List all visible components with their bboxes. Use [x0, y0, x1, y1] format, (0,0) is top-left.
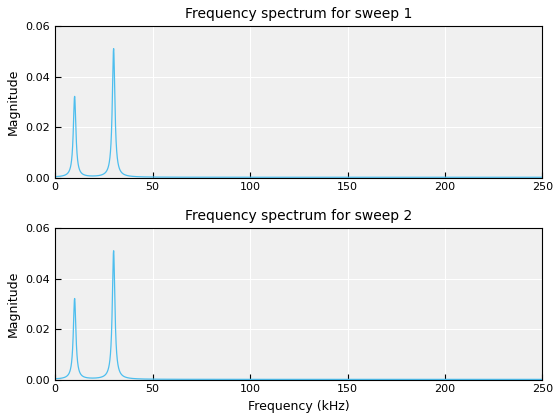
X-axis label: Frequency (kHz): Frequency (kHz)	[248, 400, 349, 413]
Title: Frequency spectrum for sweep 1: Frequency spectrum for sweep 1	[185, 7, 413, 21]
Y-axis label: Magnitude: Magnitude	[7, 271, 20, 337]
Y-axis label: Magnitude: Magnitude	[7, 69, 20, 135]
Title: Frequency spectrum for sweep 2: Frequency spectrum for sweep 2	[185, 209, 412, 223]
